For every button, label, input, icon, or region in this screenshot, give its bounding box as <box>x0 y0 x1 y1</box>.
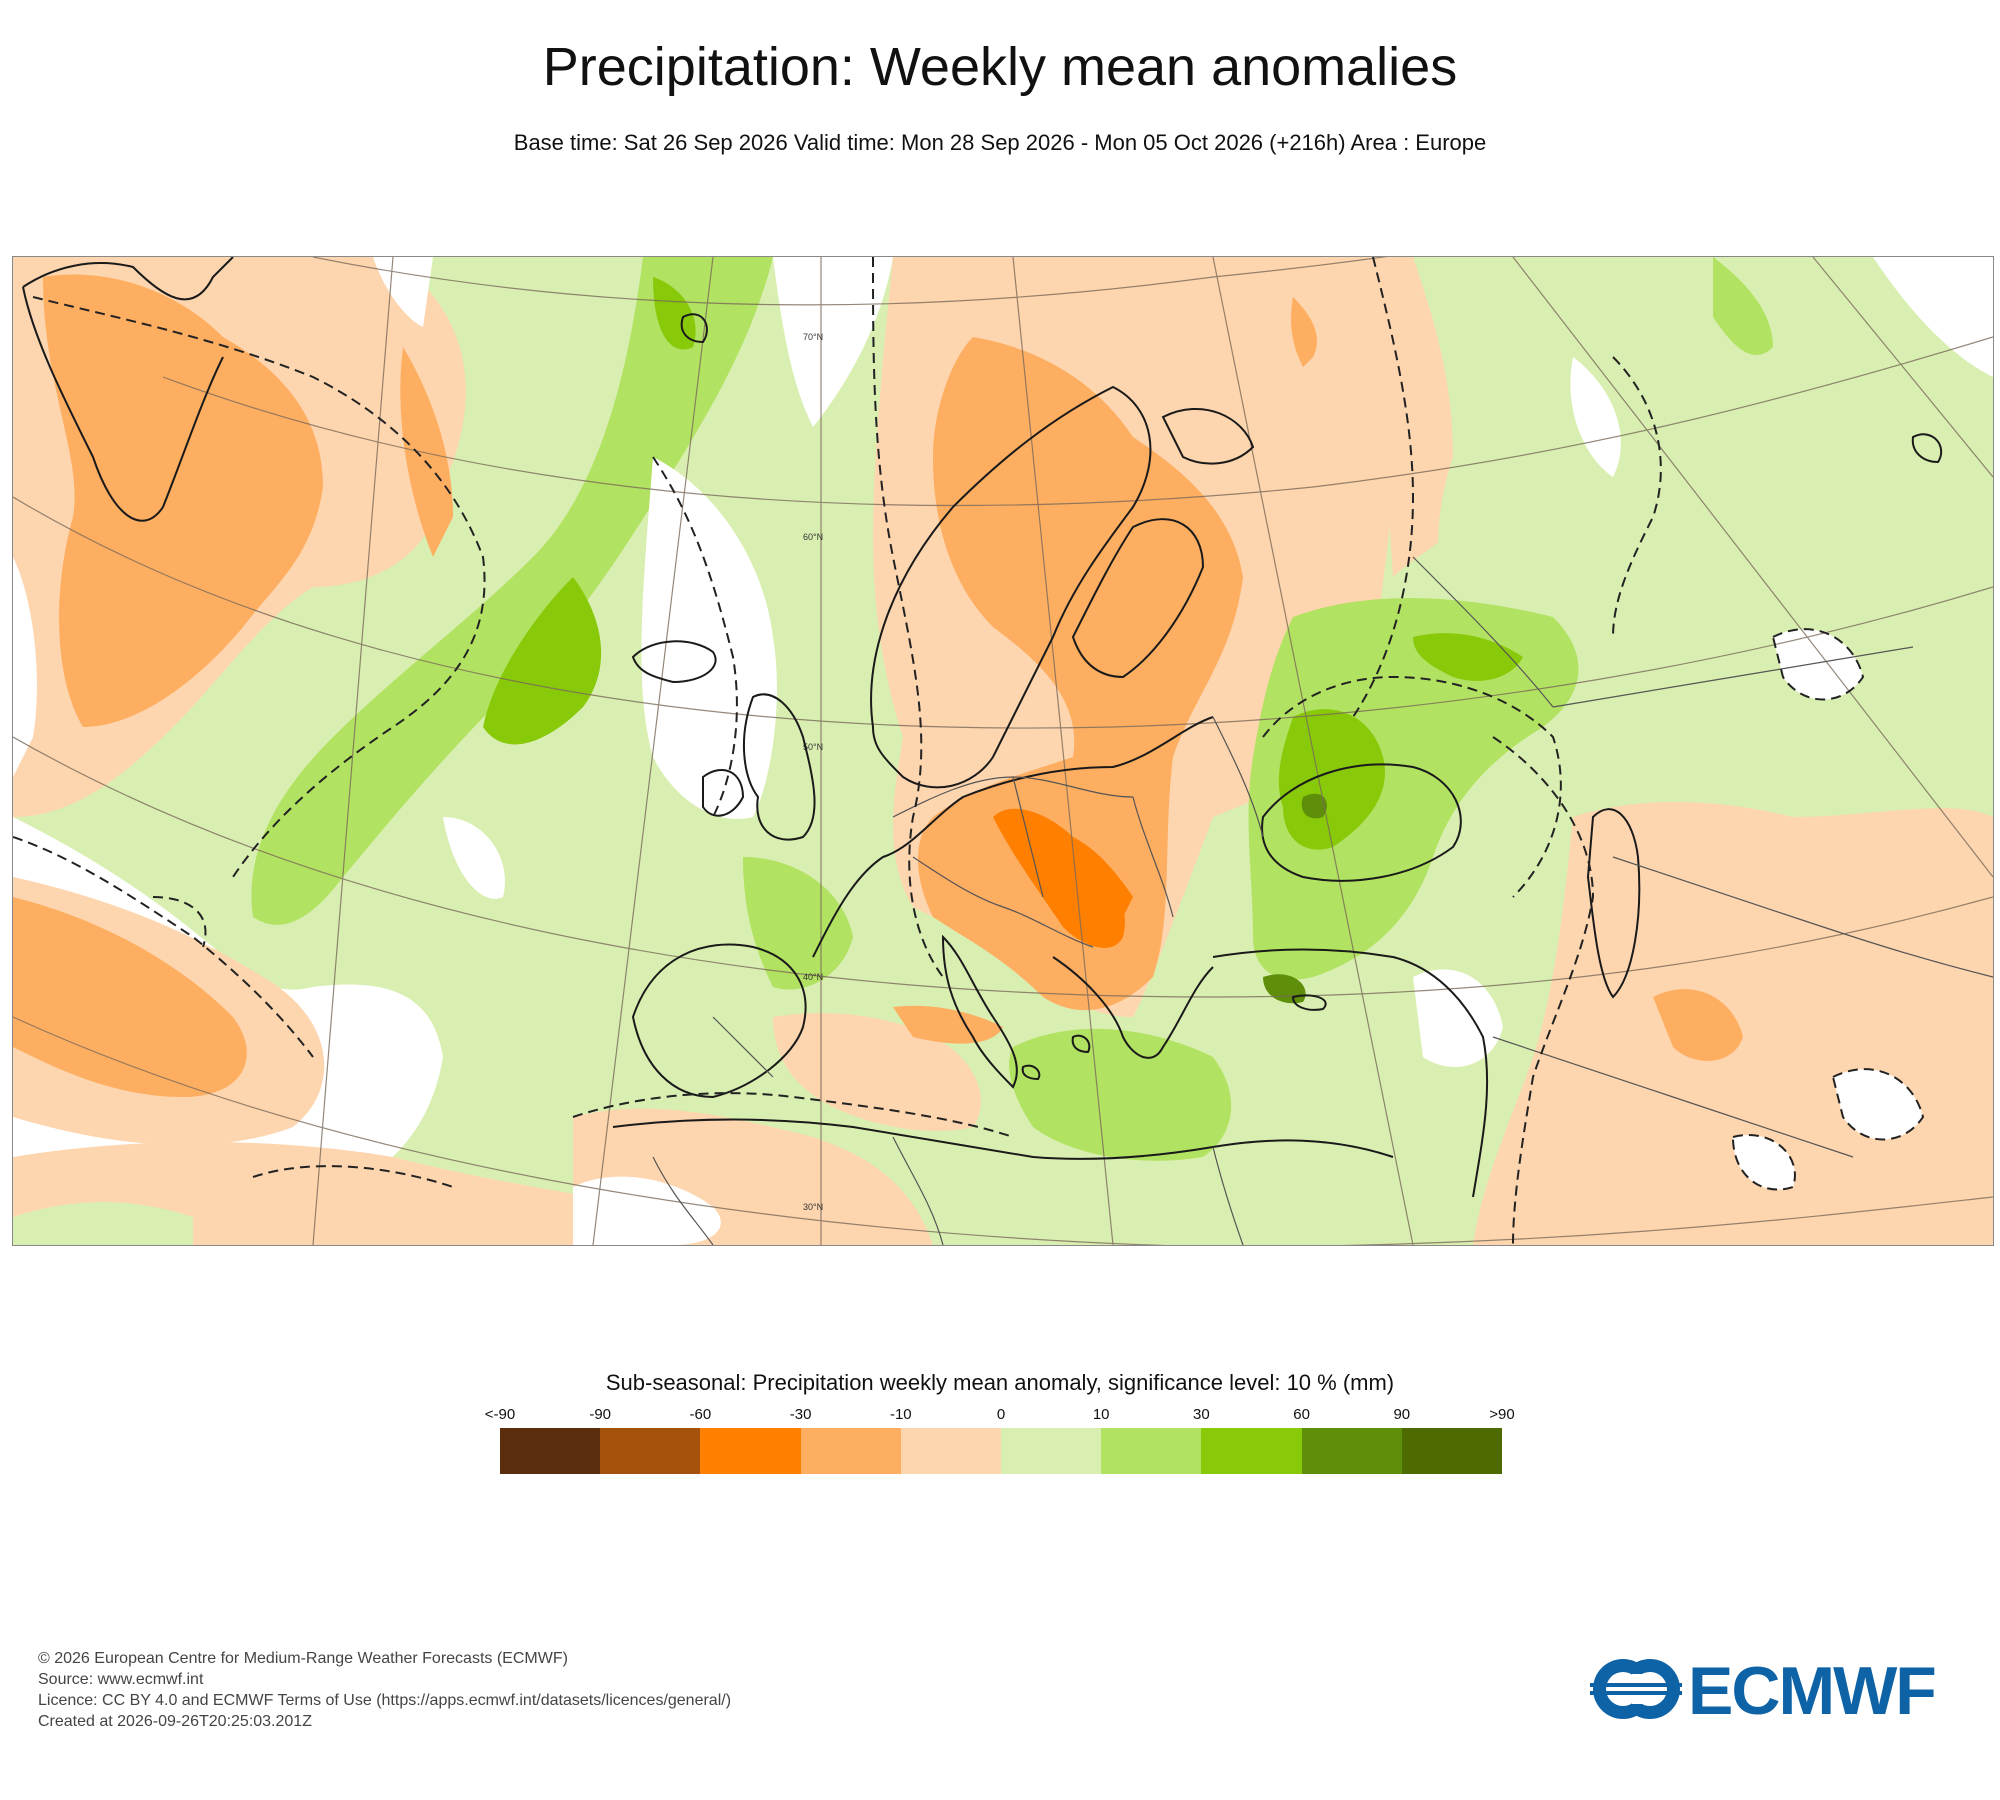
legend-labels: <-90 -90 -60 -30 -10 0 10 30 60 90 >90 <box>0 1406 2000 1426</box>
legend-swatch-2 <box>700 1428 801 1474</box>
legend-swatch-9 <box>1401 1428 1503 1474</box>
legend-swatch-0 <box>500 1428 601 1474</box>
legend-label: 30 <box>1193 1406 1210 1423</box>
legend-label: -90 <box>589 1406 612 1423</box>
legend-swatch-5 <box>1001 1428 1102 1474</box>
ecmwf-logo-text: ECMWF <box>1688 1653 1937 1729</box>
chart-subtitle: Base time: Sat 26 Sep 2026 Valid time: M… <box>513 130 1487 155</box>
licence-line: Licence: CC BY 4.0 and ECMWF Terms of Us… <box>38 1692 732 1709</box>
ecmwf-logo: ECMWF <box>1590 1653 1970 1729</box>
legend-label: 90 <box>1393 1406 1411 1423</box>
graticule-label-30n: 30°N <box>803 1202 823 1212</box>
legend-color-bar <box>500 1428 1503 1474</box>
graticule-label-70n: 70°N <box>803 332 823 342</box>
legend-label: <-90 <box>484 1406 516 1423</box>
copyright-line: © 2026 European Centre for Medium-Range … <box>38 1650 568 1667</box>
legend-title: Sub-seasonal: Precipitation weekly mean … <box>605 1370 1395 1395</box>
footer-credits: © 2026 European Centre for Medium-Range … <box>38 1648 731 1732</box>
created-line: Created at 2026-09-26T20:25:03.201Z <box>38 1713 312 1730</box>
ecmwf-logo-icon <box>1590 1659 1682 1719</box>
graticule-label-60n: 60°N <box>803 532 823 542</box>
source-line: Source: www.ecmwf.int <box>38 1671 204 1688</box>
graticule-label-50n: 50°N <box>803 742 823 752</box>
legend-swatch-7 <box>1201 1428 1302 1474</box>
legend-swatch-3 <box>800 1428 901 1474</box>
legend-swatch-1 <box>600 1428 701 1474</box>
legend-label: 10 <box>1092 1406 1110 1423</box>
legend-label: >90 <box>1489 1406 1515 1423</box>
legend-label: 60 <box>1293 1406 1310 1423</box>
legend-label: 0 <box>996 1406 1006 1423</box>
legend-label: -30 <box>789 1406 812 1423</box>
legend-label: -10 <box>889 1406 912 1423</box>
graticule-label-40n: 40°N <box>803 972 823 982</box>
chart-title: Precipitation: Weekly mean anomalies <box>542 37 1458 97</box>
anomaly-map: 70°N 60°N 50°N 40°N 30°N <box>12 256 1994 1246</box>
legend-swatch-4 <box>900 1428 1002 1474</box>
legend-swatch-6 <box>1101 1428 1202 1474</box>
legend-swatch-8 <box>1301 1428 1402 1474</box>
legend-label: -60 <box>689 1406 712 1423</box>
